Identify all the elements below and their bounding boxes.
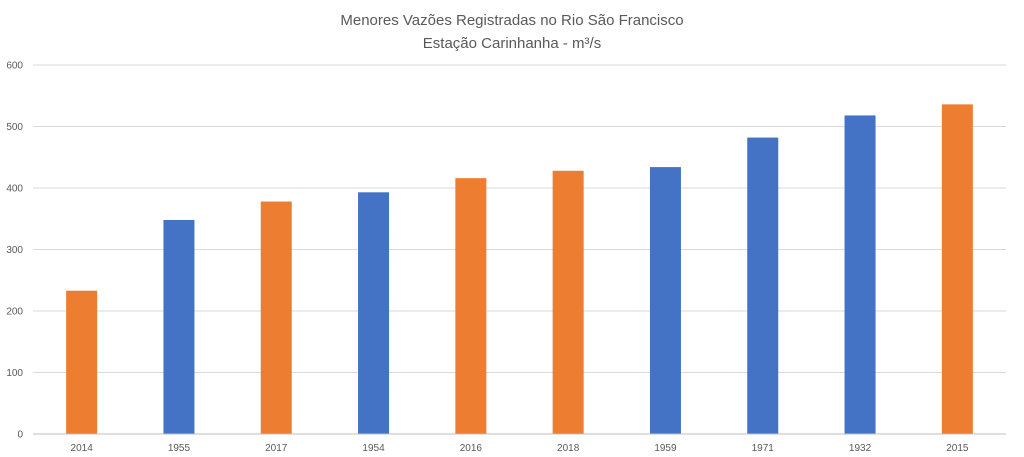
y-tick-label: 200 [6,307,23,318]
chart-title: Menores Vazões Registradas no Rio São Fr… [340,12,683,29]
x-axis-ticks: 2014 1955 2017 1954 2016 2018 1959 1971 1932 2015 [71,443,969,454]
x-tick-label: 2018 [557,443,580,454]
y-tick-label: 600 [6,61,23,72]
x-tick-label: 1954 [362,443,385,454]
bar-1971 [747,137,779,434]
x-tick-label: 1932 [849,443,872,454]
x-tick-label: 2017 [265,443,288,454]
bar-2017 [260,201,292,434]
bar-2016 [455,178,487,434]
y-tick-label: 100 [6,368,23,379]
y-tick-label: 300 [6,245,23,256]
y-tick-label: 400 [6,184,23,195]
x-tick-label: 2015 [946,443,969,454]
x-tick-label: 1955 [168,443,191,454]
y-tick-label: 0 [17,430,23,441]
gridlines [33,64,1006,373]
bar-1932 [844,115,876,435]
bar-2018 [552,170,584,434]
y-tick-label: 500 [6,122,23,133]
bar-2014 [66,290,98,434]
x-tick-label: 2016 [460,443,483,454]
bars [66,104,973,435]
bar-1959 [649,167,681,434]
chart-subtitle: Estação Carinhanha - m³/s [423,35,601,52]
bar-1954 [358,192,390,434]
bar-1955 [163,219,195,434]
x-tick-label: 2014 [71,443,94,454]
bar-2015 [941,104,973,435]
x-tick-label: 1971 [752,443,775,454]
y-axis-ticks: 0 100 200 300 400 500 600 [6,61,23,441]
x-tick-label: 1959 [654,443,677,454]
